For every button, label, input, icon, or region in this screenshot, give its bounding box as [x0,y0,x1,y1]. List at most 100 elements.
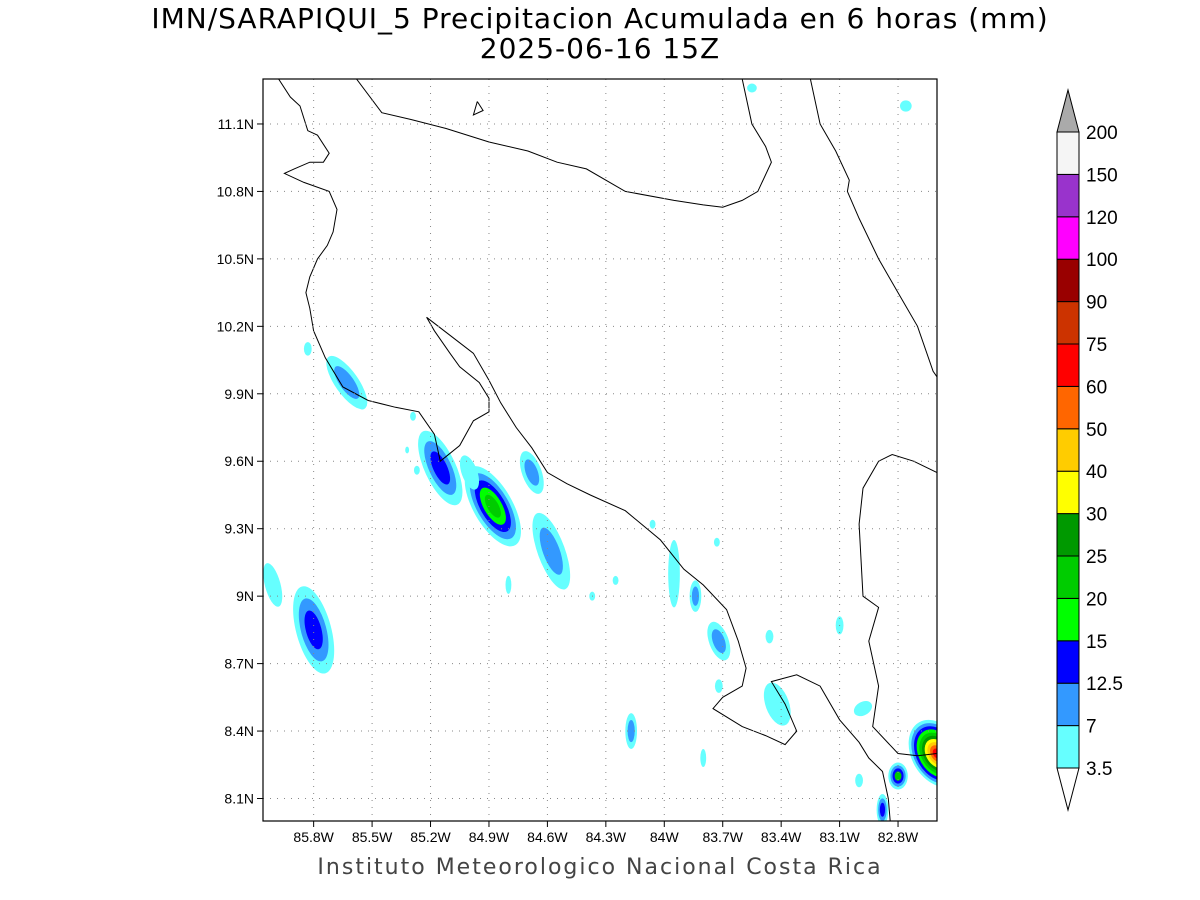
credit-text: Instituto Meteorologico Nacional Costa R… [317,855,883,880]
lat-tick-label: 8.4N [224,723,254,739]
rain-cell [303,342,312,356]
rain-cell [747,83,757,93]
rain-contour [879,802,886,817]
rain-contour [691,586,700,606]
lon-tick-label: 83.4W [761,829,802,845]
colorbar-swatch [1056,173,1080,218]
rain-cell [464,466,521,547]
colorbar-swatch [1056,131,1080,175]
rain-contour [304,610,323,650]
colorbar-label: 90 [1086,293,1107,314]
rain-contour [853,700,873,717]
colorbar-label: 200 [1086,123,1118,144]
rain-cell [410,411,416,421]
rain-cell [625,713,638,750]
rain-contour [505,575,512,594]
rain-cell [612,575,619,585]
rain-cell [668,539,680,608]
colorbar-label: 100 [1086,250,1118,271]
lon-tick-label: 84W [650,829,680,845]
rain-contour [713,537,720,547]
rain-cell [908,719,937,788]
colorbar-swatch [1056,343,1080,387]
rain-cell [700,749,707,768]
colorbar-label: 40 [1086,462,1107,483]
lat-tick-label: 9N [236,588,254,604]
rain-cell [293,586,335,674]
colorbar-label: 60 [1086,377,1107,398]
rain-contour [700,749,707,768]
colorbar-swatch [1056,555,1080,599]
map-subtitle: 2025-06-16 15Z [479,32,721,65]
lon-tick-label: 83.1W [819,829,860,845]
lat-tick-label: 9.3N [224,521,254,537]
lon-tick-label: 82.8W [878,829,919,845]
grid-lines [263,79,937,821]
colorbar-label: 20 [1086,589,1107,610]
lat-tick-label: 11.1N [218,116,254,132]
lon-tick-label: 84.6W [527,829,568,845]
rain-contour [459,455,480,490]
rain-contour [303,342,312,356]
lon-tick-label: 83.7W [702,829,743,845]
rain-contour [894,771,902,781]
coastline [809,79,937,378]
rain-contour [524,459,540,486]
latitude-axis: 11.1N 10.8N 10.5N 10.2N 9.9N 9.6N 9.3N 9N 8.7N 8.… [217,116,263,807]
colorbar-swatch [1056,428,1080,472]
rain-cell [519,451,544,494]
rain-cell [649,519,656,529]
rain-cell [876,794,889,821]
rain-cell [855,773,863,788]
lat-tick-label: 10.2N [217,318,254,334]
rain-contour [930,745,937,762]
rain-cell [763,682,791,726]
colorbar-swatch [1056,301,1080,345]
rain-contour [627,719,635,743]
lon-tick-label: 84.9W [469,829,510,845]
rain-contour [711,629,726,654]
lat-tick-label: 10.8N [217,183,254,199]
rain-contour [405,446,410,454]
rain-contour [649,519,656,529]
colorbar-swatch [1056,385,1080,430]
rain-contour [484,494,501,518]
rain-cell [714,679,723,693]
colorbar-label: 15 [1086,632,1107,653]
rain-cell [713,537,720,547]
coastline [356,79,772,208]
lat-tick-label: 9.9N [224,386,254,402]
colorbar-swatch [1056,682,1080,727]
rain-cell [532,512,571,590]
colorbar-high-arrow [1056,88,1080,133]
rain-cell [326,355,368,410]
colorbar-label: 25 [1086,547,1107,568]
lon-tick-label: 85.8W [293,829,334,845]
rain-contour [899,100,912,112]
rain-cell [765,629,774,644]
lat-tick-label: 8.7N [224,656,254,672]
colorbar-swatch [1056,513,1080,557]
colorbar-swatch [1056,640,1080,684]
rain-field [263,83,937,821]
coastline [858,453,937,757]
colorbar-swatch [1056,470,1080,515]
rain-contour [430,451,451,485]
rain-cell [418,430,463,506]
lon-tick-label: 85.2W [410,829,451,845]
rain-contour [539,527,563,575]
colorbar-label: 50 [1086,420,1107,441]
rain-cell [505,575,512,594]
colorbar-label: 150 [1086,165,1118,186]
colorbar-swatch [1056,725,1080,769]
lat-tick-label: 9.6N [224,453,254,469]
colorbar-label: 120 [1086,208,1118,229]
rain-cell [707,621,731,661]
colorbar-swatch [1056,258,1080,303]
rain-cell [853,700,873,717]
rain-contour [668,539,680,608]
rain-contour [932,748,937,759]
colorbar-low-arrow [1056,767,1080,812]
rain-contour [410,411,416,421]
